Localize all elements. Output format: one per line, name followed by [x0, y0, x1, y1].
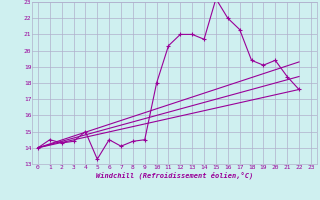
X-axis label: Windchill (Refroidissement éolien,°C): Windchill (Refroidissement éolien,°C) [96, 171, 253, 179]
